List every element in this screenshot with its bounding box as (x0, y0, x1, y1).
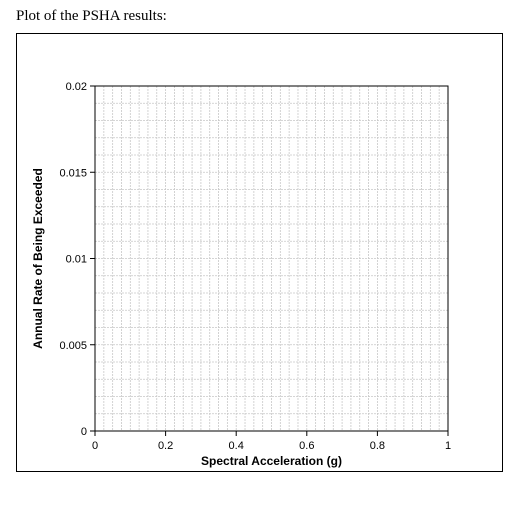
axis-ticks (90, 85, 449, 436)
x-tick-label: 0.2 (158, 440, 173, 452)
x-tick-label: 0.4 (229, 440, 244, 452)
y-tick-label: 0.01 (66, 254, 87, 266)
chart-frame (16, 33, 503, 472)
y-tick-label: 0.005 (59, 340, 87, 352)
x-axis-title: Spectral Acceleration (g) (201, 454, 342, 468)
chart-grid (95, 86, 448, 431)
x-tick-label: 0.8 (370, 440, 385, 452)
x-tick-label: 1 (445, 440, 451, 452)
x-tick-label: 0.6 (299, 440, 314, 452)
y-tick-label: 0.02 (66, 81, 87, 93)
y-tick-label: 0 (81, 426, 87, 438)
x-tick-label: 0 (92, 440, 98, 452)
tick-labels: 0 0.2 0.4 0.6 0.8 1 0 0.005 0.01 0.015 0.02 (59, 81, 451, 452)
y-axis-title: Annual Rate of Being Exceeded (31, 168, 45, 349)
page-heading: Plot of the PSHA results: (16, 8, 167, 24)
y-tick-label: 0.015 (59, 167, 87, 179)
